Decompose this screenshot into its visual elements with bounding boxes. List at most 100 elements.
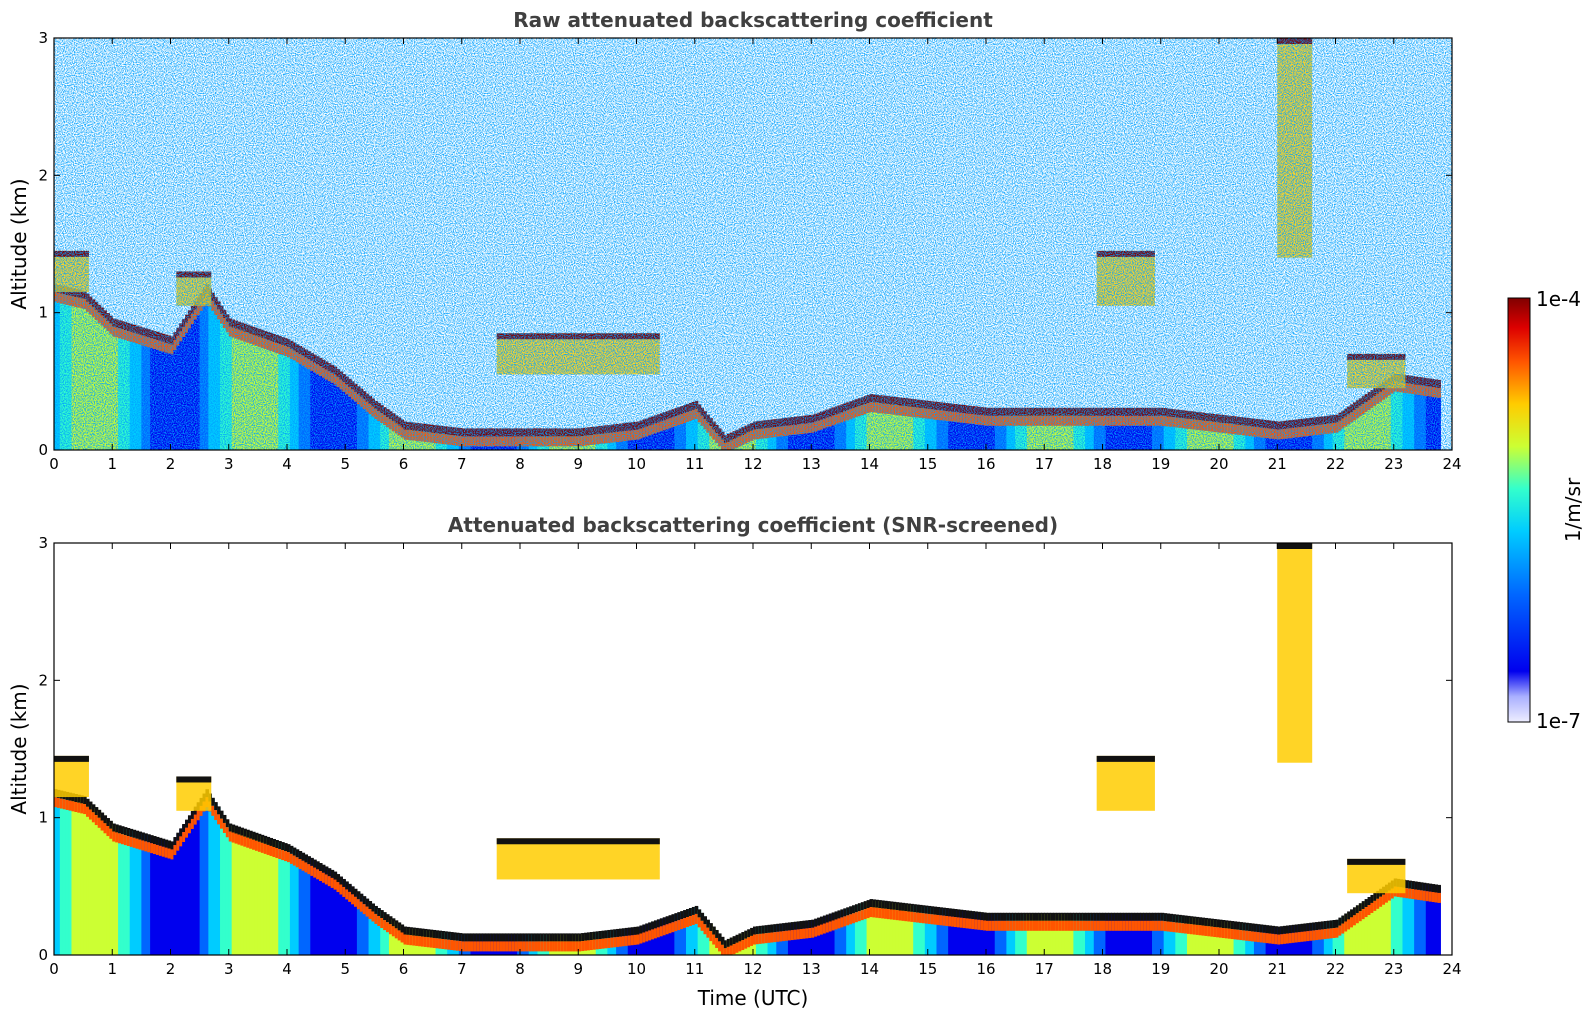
bl-top-halo: [1259, 932, 1264, 943]
bl-top-halo: [1312, 930, 1316, 941]
bl-top-band: [321, 864, 326, 873]
bl-column: [187, 816, 192, 955]
bl-top-halo: [683, 918, 687, 929]
bl-top-band: [365, 898, 370, 907]
bl-column: [225, 820, 230, 955]
panel-title: Attenuated backscattering coefficient (S…: [448, 513, 1058, 537]
bl-top-band: [388, 916, 393, 925]
bl-top-halo: [563, 941, 568, 952]
bl-top-halo: [808, 928, 812, 939]
bl-top-band: [1160, 912, 1165, 921]
bl-top-band: [814, 918, 818, 927]
bl-top-band: [246, 829, 250, 838]
panel-screened: Attenuated backscattering coefficient (S…: [7, 513, 1462, 1010]
bl-top-halo: [307, 864, 311, 875]
bl-top-halo: [948, 916, 952, 927]
bl-column: [889, 902, 894, 955]
bl-column: [1128, 913, 1133, 955]
bl-top-band: [869, 899, 874, 908]
bl-top-halo: [225, 827, 230, 838]
bl-top-band: [1318, 921, 1322, 930]
bl-top-halo: [569, 941, 574, 952]
bl-top-band: [1099, 912, 1104, 921]
bl-column: [120, 827, 125, 955]
bl-top-band: [83, 796, 87, 805]
bl-top-halo: [1035, 920, 1040, 931]
bl-top-halo: [1271, 933, 1275, 944]
bl-top-band: [1038, 912, 1042, 921]
bl-top-band: [173, 837, 177, 846]
colorbar-unit-label: 1/m/sr: [1561, 477, 1585, 542]
x-tick-label: 24: [1442, 455, 1461, 473]
bl-top-halo: [1230, 929, 1235, 940]
bl-top-halo: [793, 929, 798, 940]
bl-top-halo: [1408, 888, 1412, 899]
bl-top-band: [758, 925, 763, 934]
bl-top-band: [342, 878, 346, 887]
bl-column: [1052, 913, 1057, 955]
bl-column: [1393, 879, 1398, 955]
bl-column: [1341, 916, 1345, 955]
bl-column: [869, 900, 874, 955]
bl-column: [980, 913, 984, 955]
bl-column: [214, 803, 218, 955]
bl-top-band: [1087, 912, 1092, 921]
x-tick-label: 19: [1151, 960, 1170, 978]
bl-top-halo: [968, 918, 973, 929]
bl-top-halo: [872, 907, 876, 918]
bl-top-halo: [773, 932, 777, 943]
bl-column: [1070, 913, 1074, 955]
bl-top-band: [592, 931, 597, 940]
x-tick-label: 4: [282, 960, 292, 978]
bl-top-halo: [1210, 926, 1214, 937]
bl-top-halo: [916, 912, 920, 923]
bl-top-band: [1245, 922, 1249, 931]
bl-top-halo: [1050, 920, 1054, 931]
x-tick-label: 5: [340, 960, 350, 978]
bl-top-halo: [613, 937, 617, 948]
bl-top-band: [217, 806, 221, 815]
x-tick-label: 21: [1268, 455, 1287, 473]
bl-top-halo: [598, 938, 603, 949]
bl-top-band: [100, 812, 105, 821]
bl-column: [97, 810, 102, 955]
bl-top-band: [1111, 912, 1115, 921]
bl-top-band: [520, 933, 524, 942]
bl-top-halo: [884, 908, 888, 919]
bl-top-halo: [1285, 933, 1290, 944]
bl-top-halo: [790, 930, 795, 941]
bl-column: [884, 901, 888, 955]
bl-column: [54, 790, 58, 955]
bl-column: [872, 900, 876, 955]
bl-top-halo: [1306, 931, 1310, 942]
bl-top-band: [1192, 916, 1197, 925]
bl-column: [828, 914, 833, 955]
bl-top-halo: [578, 941, 582, 952]
bl-column: [1140, 913, 1144, 955]
bl-top-halo: [1364, 907, 1369, 918]
bl-top-band: [621, 928, 626, 937]
bl-top-band: [1166, 913, 1171, 922]
bl-top-band: [569, 933, 574, 942]
bl-column: [161, 839, 166, 955]
bl-top-band: [1338, 917, 1342, 926]
bl-top-band: [1108, 912, 1112, 921]
bl-top-halo: [1085, 920, 1089, 931]
bl-top-band: [505, 933, 509, 942]
bl-column: [881, 901, 885, 955]
bl-top-band: [423, 928, 428, 937]
bl-top-halo: [817, 925, 821, 936]
bl-column: [1134, 913, 1139, 955]
bl-column: [694, 906, 699, 955]
bl-top-band: [866, 900, 871, 909]
bl-column: [199, 798, 204, 955]
bl-top-halo: [269, 845, 274, 856]
bl-top-band: [886, 901, 891, 910]
bl-top-band: [951, 908, 955, 917]
x-tick-label: 19: [1151, 455, 1170, 473]
bl-column: [1335, 920, 1340, 955]
bl-column: [176, 833, 180, 955]
bl-column: [974, 912, 978, 955]
bl-top-band: [767, 924, 772, 933]
bl-column: [333, 872, 338, 955]
